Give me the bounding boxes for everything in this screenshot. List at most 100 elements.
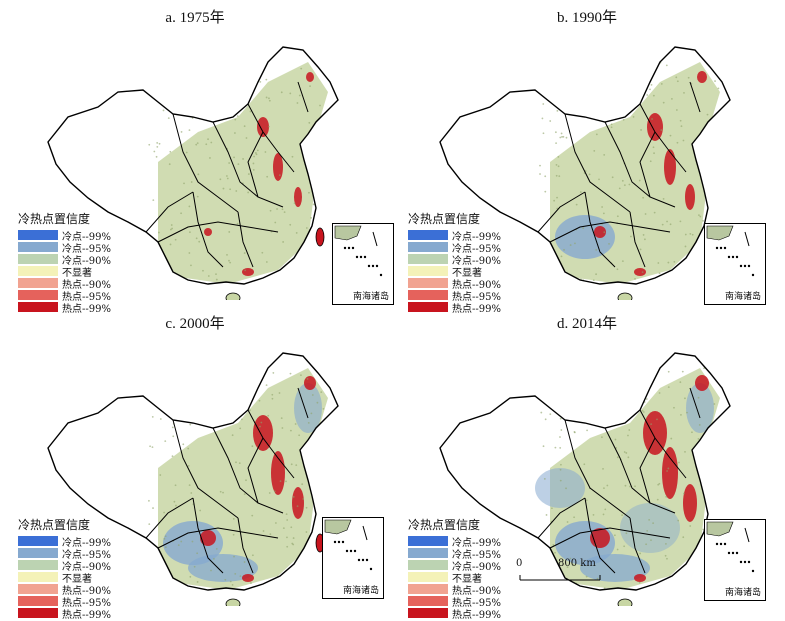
- legend-swatch: [18, 548, 58, 558]
- legend-label: 热点--90%: [62, 585, 111, 597]
- legend-label: 冷点--99%: [452, 537, 501, 549]
- legend-label: 热点--99%: [452, 303, 501, 315]
- south-china-sea-inset: 南海诸岛: [322, 517, 384, 599]
- legend-label: 冷点--99%: [62, 231, 111, 243]
- legend-swatch: [18, 596, 58, 606]
- legend-item: 不显著: [408, 265, 501, 279]
- inset-label: 南海诸岛: [352, 292, 389, 302]
- legend-title: 冷热点置信度: [18, 212, 91, 226]
- panel-title: a. 1975年: [165, 10, 225, 26]
- legend-label: 热点--99%: [452, 609, 501, 621]
- china-map: [439, 352, 731, 606]
- legend-label: 热点--95%: [452, 291, 501, 303]
- legend-items: 冷点--99% 冷点--95% 冷点--90% 不显著 热点--90% 热点--95% 热点…: [408, 229, 501, 315]
- legend-item: 不显著: [18, 571, 111, 585]
- legend-label: 不显著: [452, 573, 482, 585]
- legend-item: 冷点--95%: [408, 241, 501, 255]
- legend-label: 冷点--95%: [452, 243, 501, 255]
- legend-item: 热点--95%: [408, 595, 501, 609]
- legend-item: 热点--90%: [18, 583, 111, 597]
- legend-item: 冷点--99%: [18, 535, 111, 549]
- legend-item: 热点--99%: [18, 607, 111, 621]
- legend-label: 不显著: [62, 267, 92, 279]
- legend-item: 冷点--90%: [408, 253, 501, 267]
- inset-map: [706, 521, 755, 573]
- legend-swatch: [18, 242, 58, 252]
- legend-swatch: [18, 536, 58, 546]
- inset-label: 南海诸岛: [342, 586, 379, 596]
- legend: 冷热点置信度 冷点--99% 冷点--95% 冷点--90% 不显著 热点--90% 热点…: [18, 516, 111, 621]
- inset-map: [706, 225, 755, 277]
- legend-item: 热点--90%: [408, 277, 501, 291]
- legend-item: 热点--90%: [18, 277, 111, 291]
- legend: 冷热点置信度 冷点--99% 冷点--95% 冷点--90% 不显著 热点--90% 热点…: [408, 210, 501, 315]
- legend-swatch: [408, 608, 448, 618]
- scale-bar-line: [519, 575, 601, 581]
- legend-items: 冷点--99% 冷点--95% 冷点--90% 不显著 热点--90% 热点--95% 热点…: [408, 535, 501, 621]
- south-china-sea-inset: 南海诸岛: [704, 223, 766, 305]
- legend-item: 热点--99%: [408, 301, 501, 315]
- legend-item: 冷点--99%: [408, 535, 501, 549]
- legend-item: 冷点--95%: [18, 241, 111, 255]
- scale-bar: 0 800 km: [516, 558, 606, 585]
- legend-items: 冷点--99% 冷点--95% 冷点--90% 不显著 热点--90% 热点--95% 热点…: [18, 229, 111, 315]
- legend-label: 不显著: [62, 573, 92, 585]
- legend-label: 冷点--95%: [62, 549, 111, 561]
- map-panel-1990: b. 1990年 冷热点置信度 冷点--99% 冷点--95% 冷点--90% 不显著…: [392, 0, 782, 315]
- legend-label: 冷点--90%: [62, 561, 111, 573]
- inset-label: 南海诸岛: [724, 588, 761, 598]
- legend-swatch: [408, 584, 448, 594]
- legend-swatch: [408, 536, 448, 546]
- legend-item: 冷点--90%: [18, 253, 111, 267]
- inset-label: 南海诸岛: [724, 292, 761, 302]
- panel-title: b. 1990年: [556, 10, 617, 26]
- south-china-sea-inset: 南海诸岛: [332, 223, 394, 305]
- legend-label: 热点--99%: [62, 303, 111, 315]
- legend-swatch: [18, 572, 58, 582]
- map-panel-2014: d. 2014年 冷热点置信度 冷点--99% 冷点--95% 冷点--90% 不显著…: [392, 306, 782, 621]
- legend-label: 冷点--95%: [62, 243, 111, 255]
- map-panel-1975: a. 1975年 冷热点置信度 冷点--99% 冷点--95% 冷点--90% 不显著…: [0, 0, 394, 315]
- legend-swatch: [408, 230, 448, 240]
- legend-label: 热点--95%: [62, 597, 111, 609]
- china-map: [439, 46, 731, 300]
- legend-swatch: [18, 254, 58, 264]
- legend-label: 冷点--90%: [62, 255, 111, 267]
- legend-label: 热点--90%: [62, 279, 111, 291]
- legend-label: 热点--95%: [452, 597, 501, 609]
- legend-item: 热点--99%: [18, 301, 111, 315]
- inset-map: [334, 225, 383, 277]
- legend-label: 冷点--90%: [452, 255, 501, 267]
- legend-item: 不显著: [18, 265, 111, 279]
- legend-label: 冷点--99%: [452, 231, 501, 243]
- legend-label: 热点--90%: [452, 279, 501, 291]
- south-china-sea-inset: 南海诸岛: [704, 519, 766, 601]
- legend-item: 冷点--90%: [18, 559, 111, 573]
- legend-swatch: [18, 302, 58, 312]
- inset-map: [324, 519, 373, 571]
- china-map: [47, 46, 339, 300]
- legend-swatch: [18, 290, 58, 300]
- legend-item: 热点--95%: [18, 289, 111, 303]
- legend-swatch: [408, 548, 448, 558]
- legend-item: 热点--99%: [408, 607, 501, 621]
- legend-label: 不显著: [452, 267, 482, 279]
- legend-swatch: [18, 230, 58, 240]
- legend-swatch: [408, 290, 448, 300]
- legend-swatch: [18, 608, 58, 618]
- panel-title: c. 2000年: [165, 316, 225, 332]
- legend: 冷热点置信度 冷点--99% 冷点--95% 冷点--90% 不显著 热点--90% 热点…: [408, 516, 501, 621]
- legend-label: 冷点--95%: [452, 549, 501, 561]
- legend-title: 冷热点置信度: [408, 212, 481, 226]
- legend-swatch: [18, 278, 58, 288]
- legend-item: 热点--95%: [18, 595, 111, 609]
- legend-label: 热点--95%: [62, 291, 111, 303]
- legend-swatch: [408, 302, 448, 312]
- legend-swatch: [408, 560, 448, 570]
- legend-swatch: [408, 572, 448, 582]
- legend-label: 冷点--90%: [452, 561, 501, 573]
- legend-item: 冷点--95%: [18, 547, 111, 561]
- legend-swatch: [18, 266, 58, 276]
- legend-label: 热点--90%: [452, 585, 501, 597]
- panel-title: d. 2014年: [556, 316, 617, 332]
